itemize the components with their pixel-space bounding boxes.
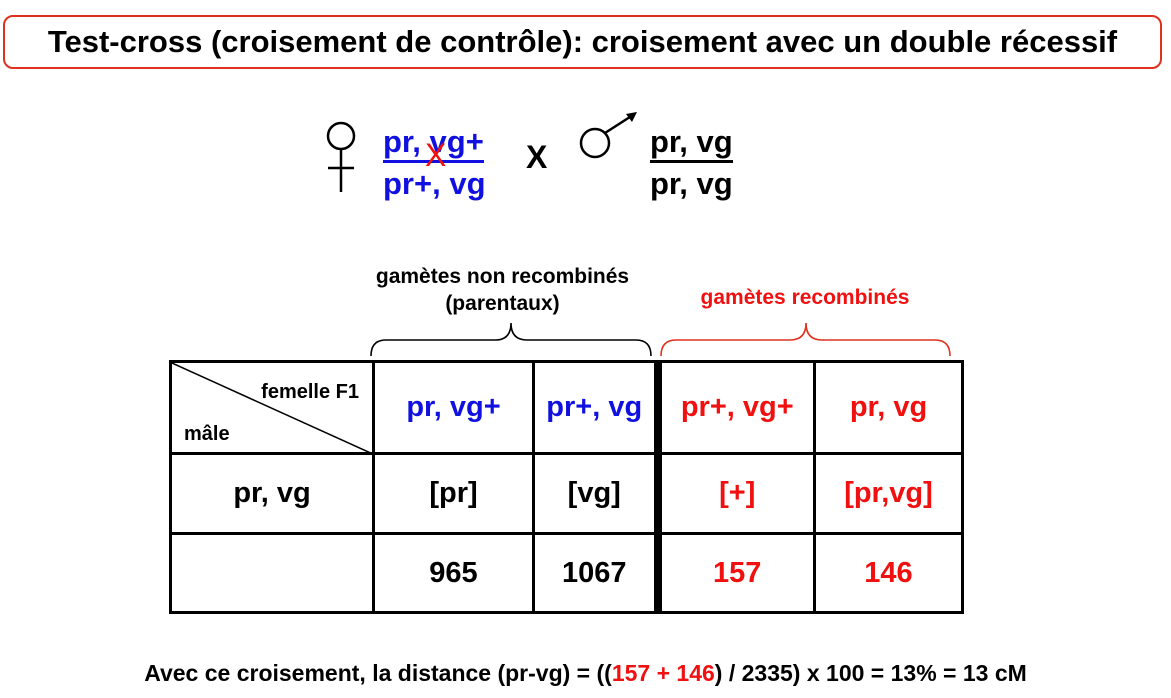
corner-cell: femelle F1 mâle <box>169 360 375 455</box>
phenotype-cell: [pr,vg] <box>813 452 964 535</box>
page-title: Test-cross (croisement de contrôle): cro… <box>47 24 1118 59</box>
cross-sign: X <box>526 139 548 175</box>
male-symbol-icon <box>579 112 637 159</box>
parental-brace <box>370 322 652 357</box>
female-genotype-bottom: pr+, vg <box>383 166 486 201</box>
count-cell: 157 <box>653 532 816 614</box>
header-cell: pr+, vg+ <box>653 360 816 455</box>
corner-female-label: femelle F1 <box>261 381 359 403</box>
phenotype-row: pr, vg [pr] [vg] [+] [pr,vg] <box>169 452 964 535</box>
formula-prefix: Avec ce croisement, la distance (pr-vg) … <box>144 660 612 686</box>
title-box: Test-cross (croisement de contrôle): cro… <box>3 15 1162 69</box>
count-cell: 146 <box>813 532 964 614</box>
parental-gametes-label: gamètes non recombinés (parentaux) <box>330 263 675 317</box>
phenotype-cell: [+] <box>653 452 816 535</box>
formula-plus: + <box>650 660 677 686</box>
corner-male-label: mâle <box>184 423 230 445</box>
cross-table: femelle F1 mâle pr, vg+ pr+, vg pr+, vg+… <box>169 360 964 614</box>
empty-cell <box>169 532 375 614</box>
parental-label-line1: gamètes non recombinés <box>375 265 630 288</box>
recombinant-brace <box>660 322 951 357</box>
formula-suffix: ) / 2335) x 100 = 13% = 13 cM <box>714 660 1027 686</box>
count-row: 965 1067 157 146 <box>169 532 964 614</box>
parental-label-line2: (parentaux) <box>445 292 560 315</box>
formula-value-b: 146 <box>676 660 715 686</box>
male-genotype-top: pr, vg <box>650 124 733 163</box>
phenotype-cell: [pr] <box>372 452 535 535</box>
crossover-mark: X <box>425 137 447 173</box>
formula-value-a: 157 <box>611 660 651 686</box>
female-symbol-icon <box>326 121 356 192</box>
female-genotype-top: pr, vg+ <box>383 124 484 163</box>
count-cell: 1067 <box>532 532 659 614</box>
count-cell: 965 <box>372 532 535 614</box>
corner-diagonal <box>172 363 375 455</box>
phenotype-cell: [vg] <box>532 452 659 535</box>
header-row: femelle F1 mâle pr, vg+ pr+, vg pr+, vg+… <box>169 360 964 455</box>
row-label: pr, vg <box>169 452 375 535</box>
recombinant-gametes-label: gamètes recombinés <box>700 286 910 309</box>
distance-formula: Avec ce croisement, la distance (pr-vg) … <box>0 660 1171 687</box>
header-cell: pr, vg <box>813 360 964 455</box>
header-cell: pr, vg+ <box>372 360 535 455</box>
male-genotype-bottom: pr, vg <box>650 166 733 201</box>
header-cell: pr+, vg <box>532 360 659 455</box>
